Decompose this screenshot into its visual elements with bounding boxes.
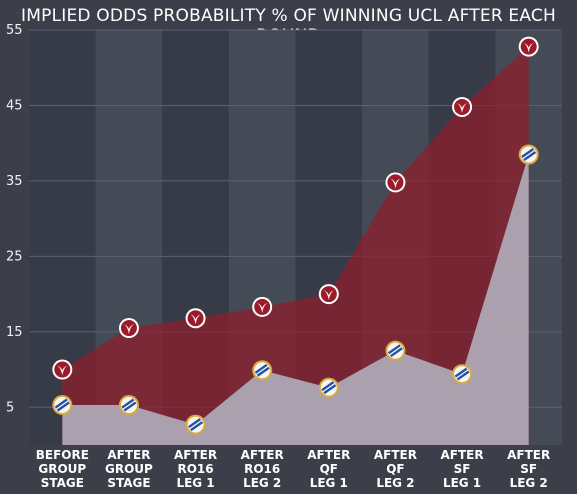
- blue-crest-icon: [389, 346, 402, 356]
- blue-crest-icon: [322, 383, 335, 393]
- x-tick-label: SF: [454, 462, 471, 476]
- x-tick-label: LEG 2: [376, 476, 414, 490]
- blue-crest-icon: [189, 420, 202, 430]
- x-tick-label: LEG 2: [510, 476, 548, 490]
- red-crest-icon: [457, 102, 468, 113]
- y-tick-label: 25: [6, 249, 23, 264]
- x-tick-label: AFTER: [507, 448, 550, 462]
- y-tick-label: 45: [6, 98, 23, 113]
- x-tick-label: LEG 1: [443, 476, 481, 490]
- blue-crest-icon: [455, 369, 469, 379]
- x-tick-label: QF: [320, 462, 338, 476]
- red-crest-icon: [520, 38, 537, 55]
- x-tick-label: QF: [386, 462, 404, 476]
- red-crest-icon: [190, 314, 201, 325]
- red-crest-icon: [57, 365, 68, 376]
- red-crest-icon: [320, 286, 337, 303]
- red-crest-icon: [390, 178, 401, 189]
- x-tick-label: AFTER: [307, 448, 350, 462]
- y-tick-label: 35: [6, 174, 23, 189]
- series-2-area: [62, 154, 529, 445]
- x-tick-label: AFTER: [174, 448, 217, 462]
- red-crest-icon: [257, 302, 268, 313]
- x-tick-label: AFTER: [374, 448, 417, 462]
- x-tick-label: LEG 2: [243, 476, 281, 490]
- x-tick-label: STAGE: [107, 476, 150, 490]
- blue-crest-icon: [522, 149, 535, 160]
- y-tick-label: 15: [6, 325, 23, 340]
- x-tick-label: LEG 1: [176, 476, 214, 490]
- blue-crest-icon: [256, 365, 269, 375]
- x-tick-label: RO16: [244, 462, 280, 476]
- x-tick-label: GROUP: [105, 462, 153, 476]
- red-crest-icon: [454, 98, 471, 115]
- red-crest-icon: [387, 174, 404, 191]
- red-crest-icon: [54, 361, 71, 378]
- x-tick-label: AFTER: [241, 448, 284, 462]
- x-tick-label: AFTER: [441, 448, 484, 462]
- x-tick-label: STAGE: [41, 476, 84, 490]
- red-crest-icon: [254, 298, 271, 315]
- red-crest-icon: [123, 324, 134, 335]
- x-tick-label: RO16: [177, 462, 213, 476]
- x-tick-label: BEFORE: [36, 448, 89, 462]
- blue-crest-icon: [56, 400, 69, 410]
- y-tick-label: 55: [6, 23, 23, 38]
- y-tick-label: 5: [6, 400, 14, 415]
- x-tick-label: SF: [520, 462, 537, 476]
- series-1-area: [62, 46, 529, 445]
- red-crest-icon: [523, 42, 534, 53]
- x-tick-label: AFTER: [107, 448, 150, 462]
- red-crest-icon: [120, 320, 137, 337]
- red-crest-icon: [323, 290, 334, 301]
- red-crest-icon: [187, 310, 204, 327]
- blue-crest-icon: [122, 400, 136, 410]
- x-tick-label: LEG 1: [310, 476, 348, 490]
- x-tick-label: GROUP: [38, 462, 86, 476]
